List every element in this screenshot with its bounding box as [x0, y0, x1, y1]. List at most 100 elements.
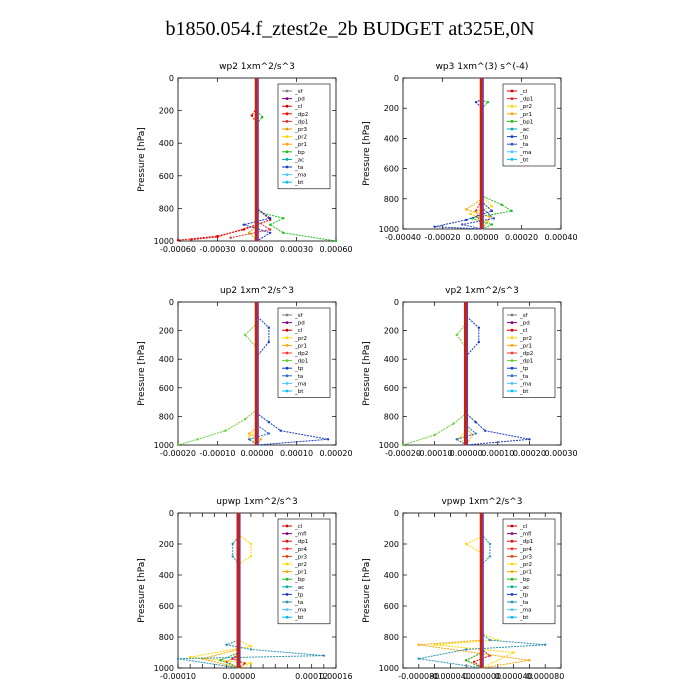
y-axis-label: Pressure [hPa] [362, 121, 372, 186]
legend-entry: _bt [294, 180, 304, 186]
legend-entry: _cl [519, 89, 528, 95]
series-point [231, 555, 234, 558]
series-point [243, 418, 247, 421]
x-tick-label: 0.00010 [481, 449, 514, 458]
series-point [267, 420, 271, 424]
series-point [474, 420, 477, 424]
y-tick-label: 800 [384, 195, 399, 204]
series-point [492, 217, 496, 220]
y-axis-label: Pressure [hPa] [137, 558, 147, 623]
legend-entry: _pd [294, 321, 305, 327]
legend-marker [285, 585, 289, 589]
legend-marker [510, 97, 514, 100]
series-line-ta [247, 302, 271, 446]
legend-entry: _ma [519, 381, 531, 387]
series-point [249, 645, 253, 648]
series-point [224, 429, 227, 432]
x-tick-label: 0.000000 [463, 672, 501, 681]
series-point [216, 235, 219, 239]
legend-entry: _pr2 [294, 336, 307, 342]
series-point [472, 660, 476, 663]
legend-entry: _pr1 [519, 112, 532, 118]
y-tick-label: 1000 [379, 664, 399, 673]
legend-marker [285, 547, 289, 551]
legend-marker [285, 89, 289, 93]
legend-entry: _tp [519, 366, 529, 372]
legend-marker [285, 600, 289, 604]
legend-entry: _pr3 [519, 554, 533, 560]
x-tick-label: 0.000040 [495, 672, 533, 681]
x-tick-label: 0.00030 [280, 245, 313, 254]
x-tick-label: -0.00020 [385, 449, 421, 458]
series-point [268, 231, 272, 235]
series-point [488, 215, 492, 219]
legend-marker [510, 593, 514, 596]
legend-marker [285, 120, 289, 123]
series-point [510, 209, 513, 213]
x-tick-label: 0.00020 [513, 449, 546, 458]
y-tick-label: 1000 [379, 225, 399, 234]
legend-entry: _mfl [294, 532, 307, 538]
panel-3: up2 1xm^2/s^3 Pressure [hPa] 0 200 400 600 800… [137, 286, 353, 458]
series-point [249, 648, 253, 651]
y-tick-label: 400 [159, 139, 174, 148]
series-point [261, 115, 264, 119]
legend-entry: _pr2 [294, 135, 307, 141]
series-point [455, 333, 458, 337]
series-point [452, 422, 455, 425]
y-axis-label: Pressure [hPa] [362, 558, 372, 623]
y-tick-label: 0 [169, 509, 174, 518]
legend-entry: _dp1 [519, 539, 533, 545]
legend-entry: _mfl [519, 532, 532, 538]
series-point [401, 443, 405, 447]
legend-entry: _bt [519, 157, 529, 163]
y-tick-label: 200 [159, 107, 174, 116]
legend-marker [510, 615, 514, 619]
series-point [176, 443, 180, 447]
series-line-dp1 [177, 302, 258, 446]
series-point [477, 326, 481, 329]
y-tick-label: 600 [159, 172, 174, 181]
legend-entry: _bt [294, 615, 304, 621]
legend-entry: _cl [519, 524, 528, 530]
legend-entry: _bp [294, 150, 305, 156]
legend-marker [285, 165, 289, 169]
legend-entry: _bp [519, 577, 530, 583]
legend-entry: _ac [519, 127, 529, 133]
legend-entry: _pr1 [519, 343, 532, 349]
series-point [528, 438, 531, 441]
panel-title: vp2 1xm^2/s^3 [445, 286, 519, 296]
series-point [474, 100, 478, 104]
legend-marker [510, 600, 514, 604]
y-tick-label: 600 [384, 165, 399, 174]
series-line-pr1 [202, 513, 240, 669]
panel-1: wp2 1xm^2/s^3 Pressure [hPa] 0 200 400 600 800… [137, 62, 353, 254]
y-tick-label: 400 [384, 355, 399, 364]
series-point [268, 223, 272, 226]
legend-marker [285, 570, 289, 573]
legend-entry: _tp [519, 592, 529, 598]
legend-marker [285, 142, 289, 146]
page-title: b1850.054.f_ztest2e_2b BUDGET at325E,0N [165, 18, 535, 40]
y-tick-label: 0 [394, 509, 399, 518]
series-point [188, 655, 192, 659]
x-tick-label: -0.00040 [385, 233, 421, 242]
legend-entry: _ac [294, 157, 304, 163]
panel-title: vpwp 1xm^2/s^3 [441, 497, 522, 507]
legend-marker [510, 336, 514, 340]
series-point [267, 340, 271, 344]
series-line-bp [219, 513, 240, 669]
legend-entry: _ta [294, 374, 303, 380]
x-tick-label: 0.00000 [240, 245, 273, 254]
legend-entry: _sf [294, 313, 304, 319]
y-tick-label: 400 [159, 571, 174, 580]
series-point [282, 231, 285, 235]
panel-title: upwp 1xm^2/s^3 [216, 497, 297, 507]
y-tick-label: 1000 [154, 441, 174, 450]
x-tick-label: 0.00000 [465, 233, 498, 242]
legend-marker [510, 89, 514, 93]
legend: _sf _pd_cl _pr2_pr1 _dp2 _dp1_tp _ta_ma _bt [277, 307, 331, 398]
legend-entry: _cl [294, 524, 303, 530]
x-tick-label: 0.00012 [295, 672, 328, 681]
